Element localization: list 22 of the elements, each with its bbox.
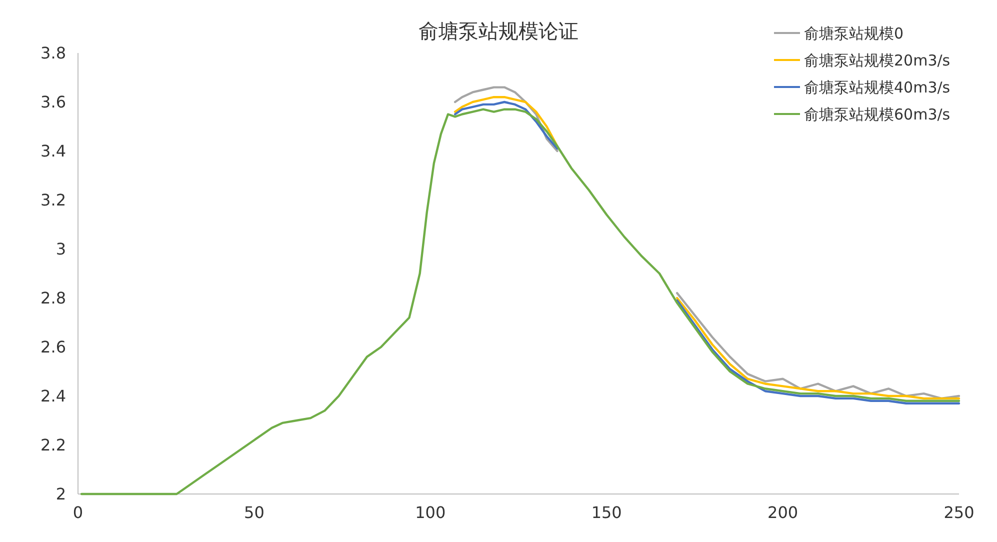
x-tick-label: 250	[944, 503, 974, 522]
y-tick-label: 3.6	[40, 92, 66, 112]
x-tick-label: 100	[415, 503, 446, 522]
x-tick-label: 200	[768, 503, 798, 522]
line-series	[80, 108, 960, 496]
y-tick-label: 3.4	[40, 142, 66, 161]
y-tick-label: 2.4	[40, 386, 66, 406]
y-tick-label: 3.8	[40, 44, 66, 63]
x-tick-label: 150	[591, 503, 622, 522]
x-tick-label: 50	[244, 503, 264, 522]
x-tick-label: 0	[72, 503, 84, 522]
legend-label: 俞塘泵站规模0	[804, 24, 904, 42]
legend-label: 俞塘泵站规模40m3/s	[804, 78, 950, 96]
legend-label: 俞塘泵站规模20m3/s	[804, 51, 950, 70]
y-tick-label: 2.8	[40, 288, 66, 308]
y-tick-label: 2.2	[40, 436, 66, 455]
y-tick-label: 2	[56, 484, 66, 504]
y-tick-label: 2.6	[40, 338, 66, 357]
legend-label: 俞塘泵站规模60m3/s	[804, 105, 950, 124]
chart-title: 俞塘泵站规模论证	[418, 19, 578, 43]
y-tick-label: 3	[56, 240, 66, 259]
y-tick-label: 3.2	[40, 190, 66, 210]
